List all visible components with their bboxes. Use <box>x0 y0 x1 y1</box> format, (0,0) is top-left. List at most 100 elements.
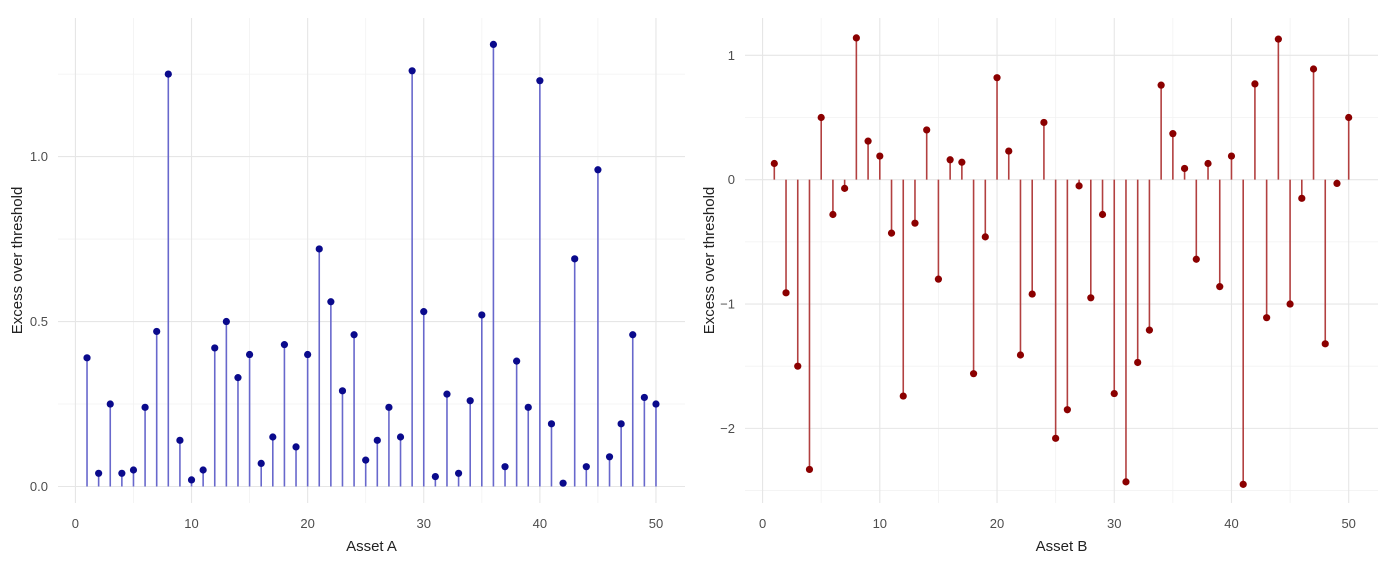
y-tick-label: 1.0 <box>30 149 48 164</box>
x-axis-title: Asset B <box>1036 538 1088 555</box>
stem-point <box>1286 300 1294 308</box>
stem-point <box>1028 290 1036 298</box>
stem-point <box>292 443 300 451</box>
y-tick-label: 0 <box>728 172 735 187</box>
stem-point <box>315 245 323 253</box>
stem-point <box>817 113 825 122</box>
y-axis-title: Excess over threshold <box>701 187 718 335</box>
stem-point <box>280 341 289 349</box>
stem-point <box>1063 406 1071 414</box>
stem-point <box>794 362 802 370</box>
stem-series <box>770 34 1353 488</box>
stem-point <box>1274 35 1282 43</box>
stem-point <box>1122 478 1130 486</box>
chart-panel-asset-a: 0 10 20 30 40 50 0.0 0.5 1.0 Asset A Excess over t… <box>9 18 685 555</box>
stem-point <box>617 420 625 428</box>
stem-point <box>129 466 138 474</box>
x-tick-label: 0 <box>72 516 79 531</box>
stem-point <box>911 219 919 227</box>
stem-point <box>1087 294 1095 302</box>
stem-point <box>582 463 590 471</box>
x-axis-title: Asset A <box>346 538 397 555</box>
stem-point <box>1098 210 1107 219</box>
stem-point <box>770 159 778 168</box>
stem-point <box>304 350 312 359</box>
y-tick-label: −1 <box>720 297 735 312</box>
stem-series <box>83 40 660 487</box>
stem-point <box>83 354 91 362</box>
stem-point <box>1298 194 1306 202</box>
stem-point <box>118 469 126 477</box>
stem-point <box>1309 65 1318 73</box>
stem-point <box>981 233 989 241</box>
stem-point <box>176 436 184 444</box>
stem-point <box>234 374 242 382</box>
stem-point <box>211 344 219 352</box>
stem-point <box>443 390 451 398</box>
stem-point <box>95 469 103 477</box>
stem-point <box>362 456 370 464</box>
stem-point <box>269 433 277 441</box>
stem-point <box>199 466 207 474</box>
stem-point <box>923 126 931 134</box>
stem-point <box>489 40 498 48</box>
stem-point <box>1180 164 1189 173</box>
stem-point <box>1040 118 1048 127</box>
chart-panel-asset-b: 0 10 20 30 40 50 −2 −1 0 1 Asset B Excess over thre… <box>701 18 1378 555</box>
y-axis-title: Excess over threshold <box>9 187 26 335</box>
stem-point <box>431 473 439 481</box>
stem-point <box>864 137 872 145</box>
stem-point <box>408 67 416 75</box>
stem-point <box>536 77 544 85</box>
stem-point <box>969 370 978 378</box>
stem-point <box>559 479 567 487</box>
y-tick-label: 1 <box>728 48 735 63</box>
stem-point <box>420 308 428 316</box>
x-tick-label: 20 <box>300 516 314 531</box>
stem-point <box>478 311 486 319</box>
stem-point <box>454 469 463 477</box>
stem-point <box>1145 326 1154 334</box>
x-tick-label: 10 <box>873 516 887 531</box>
stem-point <box>1333 179 1341 187</box>
stem-point <box>571 255 579 263</box>
stem-point <box>1075 182 1083 190</box>
stem-point <box>187 476 196 484</box>
stem-point <box>1227 152 1236 160</box>
stem-point <box>640 393 648 402</box>
stem-point <box>841 184 849 192</box>
stem-point <box>887 229 896 237</box>
stem-point <box>876 152 884 160</box>
stem-point <box>466 397 474 405</box>
x-tick-label: 50 <box>649 516 663 531</box>
stem-point <box>385 403 393 411</box>
stem-point <box>993 74 1001 82</box>
stem-point <box>1204 159 1212 168</box>
stem-point <box>946 156 954 164</box>
stem-point <box>141 403 149 411</box>
stem-point <box>852 34 860 42</box>
stem-point <box>934 275 943 283</box>
stem-point <box>513 357 521 365</box>
stem-point <box>501 463 509 471</box>
stem-point <box>153 327 161 336</box>
stem-point <box>524 403 532 411</box>
stem-point <box>805 465 814 474</box>
x-tick-label: 30 <box>417 516 431 531</box>
stem-point <box>782 289 790 297</box>
stem-point <box>629 331 637 339</box>
stem-point <box>1263 314 1271 322</box>
stem-point <box>1192 255 1200 263</box>
stem-point <box>106 400 114 408</box>
stem-point <box>327 298 335 306</box>
stem-point <box>396 433 405 441</box>
stem-point <box>594 166 602 174</box>
x-tick-label: 50 <box>1341 516 1355 531</box>
x-tick-label: 40 <box>1224 516 1238 531</box>
x-tick-label: 0 <box>759 516 766 531</box>
stem-point <box>1169 130 1177 138</box>
stem-point <box>652 400 660 408</box>
stem-point <box>350 331 358 339</box>
stem-point <box>257 459 265 468</box>
